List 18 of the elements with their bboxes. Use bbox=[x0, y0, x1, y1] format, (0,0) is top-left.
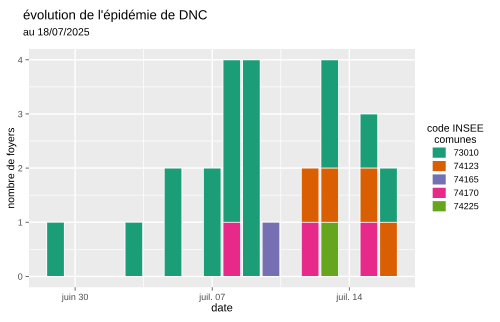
x-tick-label: juin 30 bbox=[62, 293, 88, 302]
y-tick-label: 2 bbox=[18, 165, 22, 172]
x-axis-title: date bbox=[212, 303, 232, 312]
y-tick-label: 4 bbox=[18, 56, 22, 64]
x-tick-label: juil. 07 bbox=[198, 293, 225, 302]
chart-title: évolution de l'épidémie de DNC bbox=[24, 10, 207, 22]
legend-label: 74123 bbox=[454, 162, 478, 170]
legend-label: 74170 bbox=[454, 190, 478, 196]
y-tick-label: 1 bbox=[18, 219, 22, 226]
legend-title: code INSEE comunes bbox=[427, 124, 484, 143]
x-tick-label: juil. 14 bbox=[336, 293, 362, 302]
y-axis-title: nombre de foyers bbox=[6, 128, 16, 208]
y-tick-label: 0 bbox=[18, 273, 22, 280]
legend-label: 73010 bbox=[454, 149, 478, 156]
y-tick-label: 3 bbox=[18, 110, 22, 118]
legend-label: 74165 bbox=[454, 176, 478, 182]
legend-label: 74225 bbox=[454, 202, 478, 210]
chart-subtitle: au 18/07/2025 bbox=[23, 28, 90, 36]
